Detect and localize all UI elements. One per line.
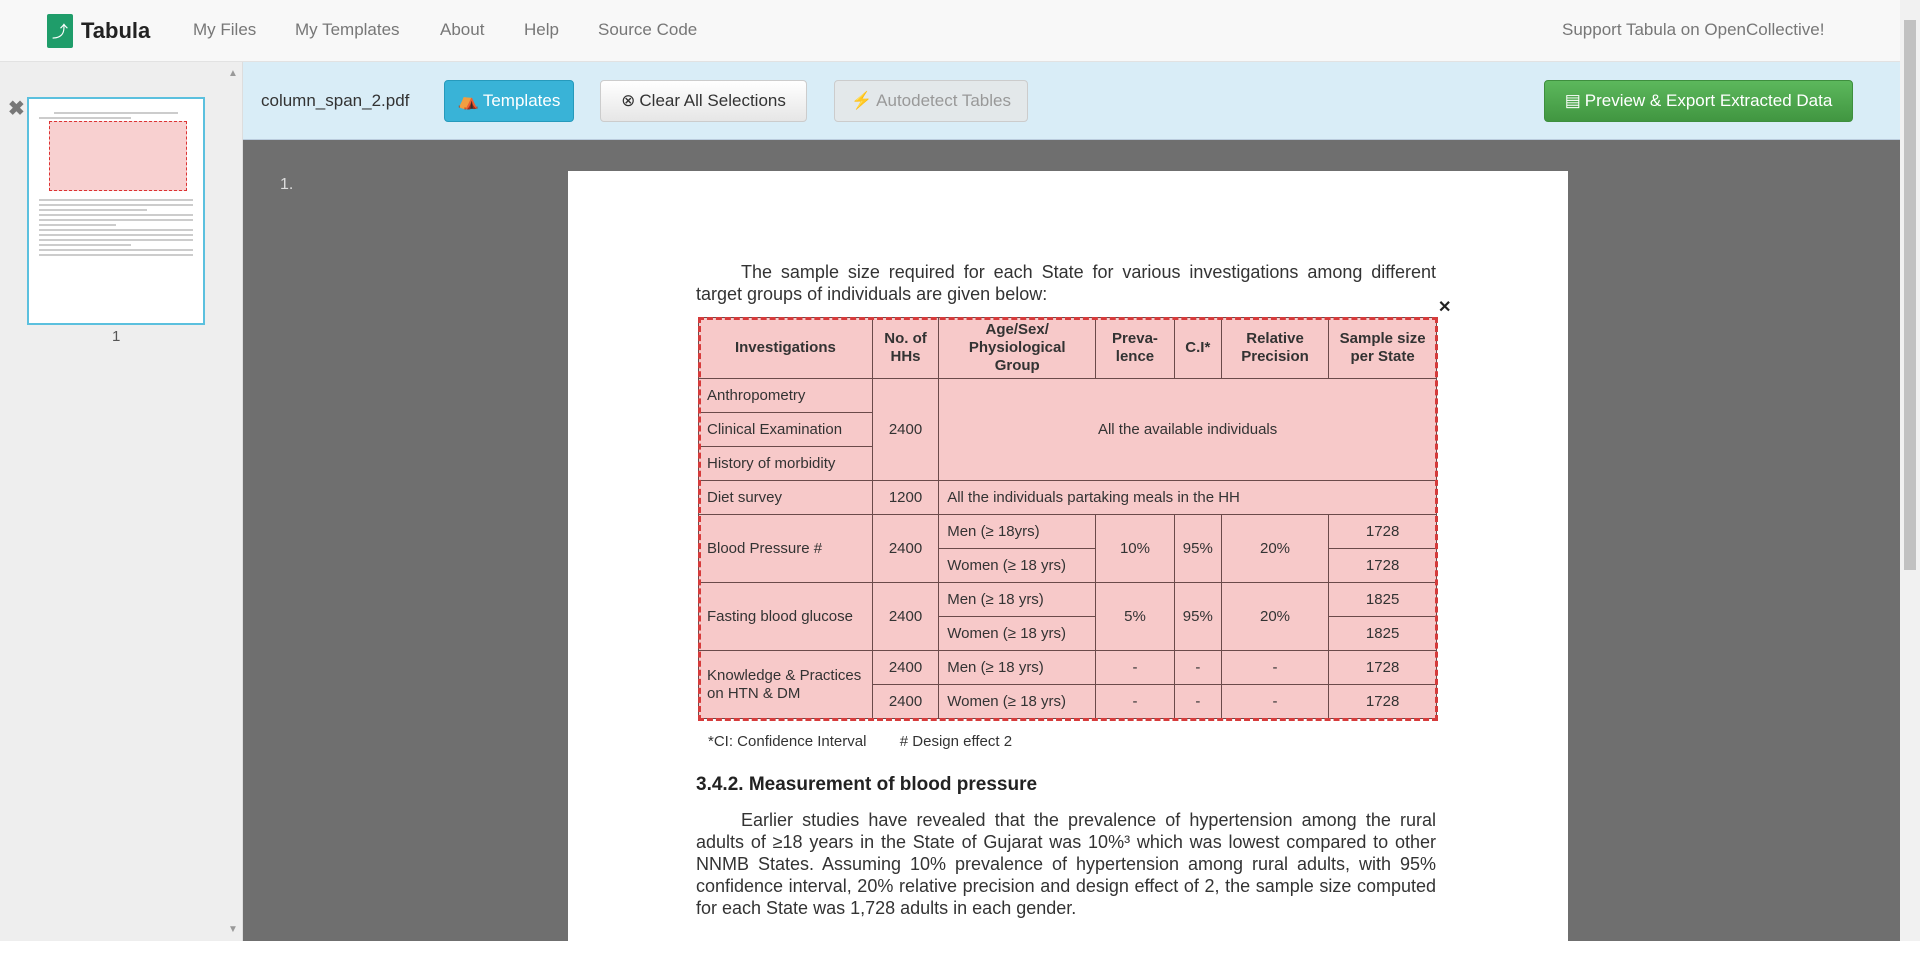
table-cell: - <box>1095 650 1175 685</box>
table-cell: 1728 <box>1328 548 1437 583</box>
table-cell: 2400 <box>871 378 940 481</box>
table-cell: No. of HHs <box>871 317 940 379</box>
remove-page-icon[interactable]: ✖ <box>8 98 25 120</box>
table-cell: Investigations <box>698 317 873 379</box>
table-cell: Clear All Selections <box>639 91 786 110</box>
table-cell: Preva- lence <box>1095 317 1175 379</box>
filename: column_span_2.pdf <box>261 91 410 110</box>
table-cell: - <box>1220 650 1330 685</box>
table-cell: 1728 <box>1328 684 1437 719</box>
table-cell: Women (≥ 18 yrs) <box>938 684 1097 719</box>
table-cell: Sample size per State <box>1328 317 1437 379</box>
templates-button[interactable]: ⛺ Templates <box>444 80 574 122</box>
intro-paragraph: The sample size required for each State … <box>696 262 1436 304</box>
tabula-logo-icon: ⤴ <box>47 14 73 48</box>
table-cell: 20% <box>1220 582 1330 651</box>
table-cell: History of morbidity <box>698 446 873 481</box>
thumbnail-page-label: 1 <box>112 328 121 345</box>
scroll-up-icon[interactable]: ▲ <box>228 68 238 79</box>
table-cell: 2400 <box>871 684 940 719</box>
list-icon: ▤ <box>1564 91 1581 110</box>
scroll-down-icon[interactable]: ▼ <box>228 924 238 935</box>
table-cell: Templates <box>482 91 561 110</box>
table-cell: Blood Pressure # <box>698 514 873 583</box>
table-cell: 95% <box>1173 514 1222 583</box>
section-heading: 3.4.2. Measurement of blood pressure <box>696 774 1038 795</box>
table-cell: Knowledge & Practices on HTN & DM <box>698 650 873 719</box>
pdf-page[interactable]: The sample size required for each State … <box>568 171 1568 971</box>
table-cell: Preview & Export Extracted Data <box>1584 91 1833 110</box>
brand-logo[interactable]: ⤴ Tabula <box>47 14 150 48</box>
table-cell: - <box>1173 684 1222 719</box>
table-cell: Men (≥ 18yrs) <box>938 514 1097 549</box>
preview-export-button[interactable]: ▤ Preview & Export Extracted Data <box>1544 80 1853 122</box>
table-cell: 1825 <box>1328 582 1437 617</box>
table-cell: Age/Sex/ Physiological Group <box>938 317 1097 379</box>
table-cell: 2400 <box>871 582 940 651</box>
footnote: *CI: Confidence Interval # Design effect… <box>708 733 1013 750</box>
table-cell: - <box>1095 684 1175 719</box>
table-cell: 1825 <box>1328 616 1437 651</box>
table-cell: Diet survey <box>698 480 873 515</box>
thumbnail-selection <box>49 121 187 191</box>
table-cell: - <box>1173 650 1222 685</box>
table-cell: Autodetect Tables <box>876 91 1011 110</box>
table-cell: Relative Precision <box>1220 317 1330 379</box>
lightning-icon: ⚡ <box>850 91 873 110</box>
page-sidebar: ✖ ▲ ▼ 1 <box>0 62 243 941</box>
table-cell: 2400 <box>871 650 940 685</box>
clear-circle-x-icon: ⊗ <box>621 91 636 110</box>
templates-icon: ⛺ <box>457 91 479 110</box>
table-cell: Women (≥ 18 yrs) <box>938 616 1097 651</box>
navbar: ⤴ Tabula My Files My Templates About Hel… <box>0 0 1900 62</box>
nav-help[interactable]: Help <box>524 20 559 39</box>
table-cell: C.I* <box>1173 317 1222 379</box>
table-cell: 10% <box>1095 514 1175 583</box>
table-cell: Anthropometry <box>698 378 873 413</box>
table-cell: 1728 <box>1328 514 1437 549</box>
table-cell: 2400 <box>871 514 940 583</box>
selected-table: Investigations No. of HHs Age/Sex/ Physiol… <box>698 317 1437 719</box>
page-thumbnail[interactable] <box>27 97 205 325</box>
table-cell: Women (≥ 18 yrs) <box>938 548 1097 583</box>
table-cell: 1200 <box>871 480 940 515</box>
autodetect-tables-button[interactable]: ⚡ Autodetect Tables <box>834 80 1028 122</box>
clear-selections-button[interactable]: ⊗ Clear All Selections <box>600 80 807 122</box>
table-cell: 20% <box>1220 514 1330 583</box>
table-cell: All the individuals partaking meals in t… <box>938 480 1437 515</box>
table-cell: - <box>1220 684 1330 719</box>
toolbar: column_span_2.pdf ⛺ Templates ⊗ Clear All … <box>243 62 1900 140</box>
nav-about[interactable]: About <box>440 20 485 39</box>
brand-name: Tabula <box>81 18 151 43</box>
table-cell: 95% <box>1173 582 1222 651</box>
page-scrollbar[interactable] <box>1900 0 1920 941</box>
body-paragraph: Earlier studies have revealed that the p… <box>696 810 1436 918</box>
nav-my-files[interactable]: My Files <box>193 20 257 39</box>
nav-source-code[interactable]: Source Code <box>598 20 698 39</box>
nav-my-templates[interactable]: My Templates <box>295 20 400 39</box>
table-cell: 5% <box>1095 582 1175 651</box>
document-view: 1. The sample size required for each Sta… <box>243 140 1900 971</box>
table-cell: Clinical Examination <box>698 412 873 447</box>
page-number: 1. <box>280 176 294 193</box>
table-cell: Men (≥ 18 yrs) <box>938 650 1097 685</box>
nav-support[interactable]: Support Tabula on OpenCollective! <box>1562 20 1825 39</box>
table-cell: 1728 <box>1328 650 1437 685</box>
remove-selection-icon[interactable]: ✕ <box>1438 299 1452 316</box>
table-cell: All the available individuals <box>938 378 1437 481</box>
table-cell: Men (≥ 18 yrs) <box>938 582 1097 617</box>
scrollbar-thumb[interactable] <box>1904 20 1916 570</box>
table-cell: Fasting blood glucose <box>698 582 873 651</box>
